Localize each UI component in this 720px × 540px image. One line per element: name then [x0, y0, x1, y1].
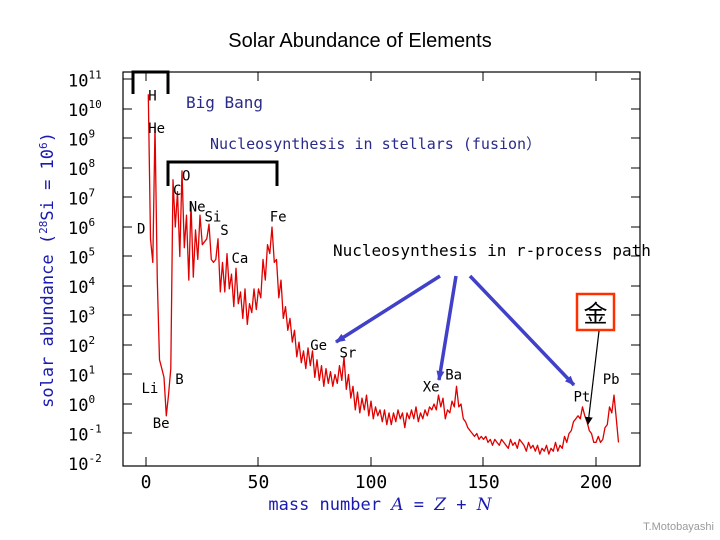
plot-frame [122, 71, 641, 467]
y-tick-label: 104 [68, 275, 95, 298]
y-tick-label: 10-2 [68, 452, 102, 475]
credit-text: T.Motobayashi [643, 521, 714, 533]
y-tick-label: 105 [68, 246, 95, 269]
element-label: H [148, 89, 156, 105]
element-label: Fe [270, 210, 287, 226]
x-tick-labels: 0 50 100 150 200 [141, 472, 613, 493]
y-tick-label: 102 [68, 334, 95, 357]
element-label: Pb [603, 372, 620, 388]
y-tick-label: 108 [68, 157, 95, 180]
r-process-arrows [335, 274, 576, 387]
fusion-bracket [166, 160, 279, 186]
element-label: C [173, 183, 181, 199]
element-label: Sr [340, 345, 357, 361]
y-tick-label: 1011 [68, 69, 102, 92]
x-axis-label: mass number A = Z + N [268, 495, 492, 515]
x-tick-label: 100 [355, 472, 388, 493]
y-tick-label: 109 [68, 128, 95, 151]
element-label: Ne [189, 199, 206, 215]
slide-title: Solar Abundance of Elements [228, 30, 492, 52]
big-bang-bracket [131, 70, 170, 94]
element-label: Ca [232, 251, 249, 267]
element-label: Xe [423, 379, 440, 395]
arrow-to-xe [436, 275, 458, 381]
r-process-label-bg [330, 238, 606, 262]
y-axis-label: solar abundance (28Si = 106) [37, 132, 58, 408]
y-tick-label: 100 [68, 393, 95, 416]
x-tick-label: 0 [141, 472, 152, 493]
y-tick-label: 103 [68, 305, 95, 328]
fusion-label: Nucleosynthesis in stellars (fusion） [210, 135, 541, 153]
axis-ticks [123, 72, 640, 466]
gold-pointer [584, 330, 600, 425]
element-label: Li [142, 381, 159, 397]
element-label: He [148, 121, 165, 137]
y-tick-label: 1010 [68, 98, 102, 121]
element-label: Pt [574, 390, 591, 406]
y-tick-label: 107 [68, 187, 95, 210]
x-tick-label: 50 [248, 472, 270, 493]
y-tick-labels: 1011 1010 109 108 107 106 105 104 103 102 101 100 10… [68, 69, 102, 476]
gold-glyph: 金 [584, 300, 608, 328]
r-process-label: Nucleosynthesis in r-process path [333, 241, 651, 260]
gold-box [575, 292, 616, 332]
x-tick-label: 150 [467, 472, 500, 493]
element-label: Ge [310, 338, 327, 354]
y-tick-label: 10-1 [68, 423, 102, 446]
x-tick-label: 200 [580, 472, 613, 493]
y-tick-label: 101 [68, 364, 95, 387]
arrow-to-ge [335, 274, 441, 344]
element-label: D [137, 221, 145, 237]
arrow-to-pt [468, 274, 576, 387]
element-label: O [182, 168, 190, 184]
element-label: B [175, 372, 183, 388]
element-label: Ba [445, 368, 462, 384]
big-bang-label: Big Bang [186, 93, 263, 112]
element-label: S [220, 223, 228, 239]
element-label: Be [153, 416, 170, 432]
y-tick-label: 106 [68, 216, 95, 239]
abundance-curve [147, 94, 620, 455]
element-label: Si [205, 210, 222, 226]
